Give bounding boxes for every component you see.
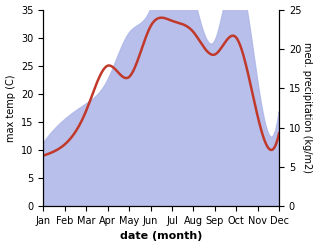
Y-axis label: max temp (C): max temp (C) xyxy=(5,74,16,142)
X-axis label: date (month): date (month) xyxy=(120,231,203,242)
Y-axis label: med. precipitation (kg/m2): med. precipitation (kg/m2) xyxy=(302,42,313,173)
